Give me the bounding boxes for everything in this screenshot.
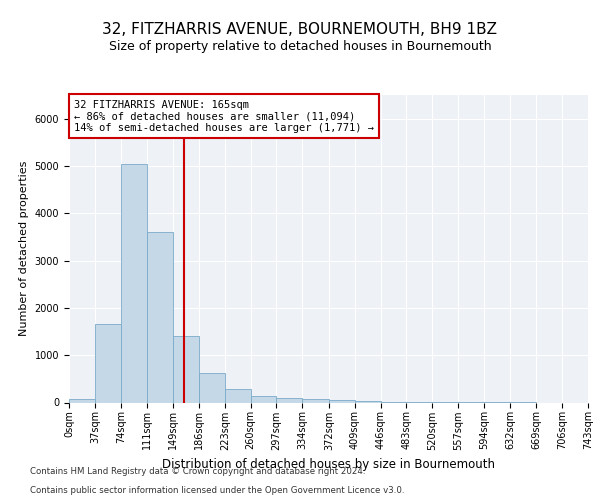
Bar bbox=[199, 373, 225, 402]
Text: Contains HM Land Registry data © Crown copyright and database right 2024.: Contains HM Land Registry data © Crown c… bbox=[30, 467, 365, 476]
Bar bbox=[225, 389, 251, 402]
Bar bbox=[251, 396, 277, 402]
Text: 32 FITZHARRIS AVENUE: 165sqm
← 86% of detached houses are smaller (11,094)
14% o: 32 FITZHARRIS AVENUE: 165sqm ← 86% of de… bbox=[74, 100, 374, 133]
Bar bbox=[355, 400, 380, 402]
Bar bbox=[121, 164, 146, 402]
Y-axis label: Number of detached properties: Number of detached properties bbox=[19, 161, 29, 336]
Text: Size of property relative to detached houses in Bournemouth: Size of property relative to detached ho… bbox=[109, 40, 491, 53]
Bar bbox=[302, 399, 329, 402]
Bar bbox=[173, 336, 199, 402]
Bar bbox=[95, 324, 121, 402]
X-axis label: Distribution of detached houses by size in Bournemouth: Distribution of detached houses by size … bbox=[162, 458, 495, 471]
Bar bbox=[277, 398, 302, 402]
Text: 32, FITZHARRIS AVENUE, BOURNEMOUTH, BH9 1BZ: 32, FITZHARRIS AVENUE, BOURNEMOUTH, BH9 … bbox=[103, 22, 497, 38]
Bar bbox=[329, 400, 355, 402]
Bar bbox=[146, 232, 173, 402]
Text: Contains public sector information licensed under the Open Government Licence v3: Contains public sector information licen… bbox=[30, 486, 404, 495]
Bar bbox=[69, 399, 95, 402]
